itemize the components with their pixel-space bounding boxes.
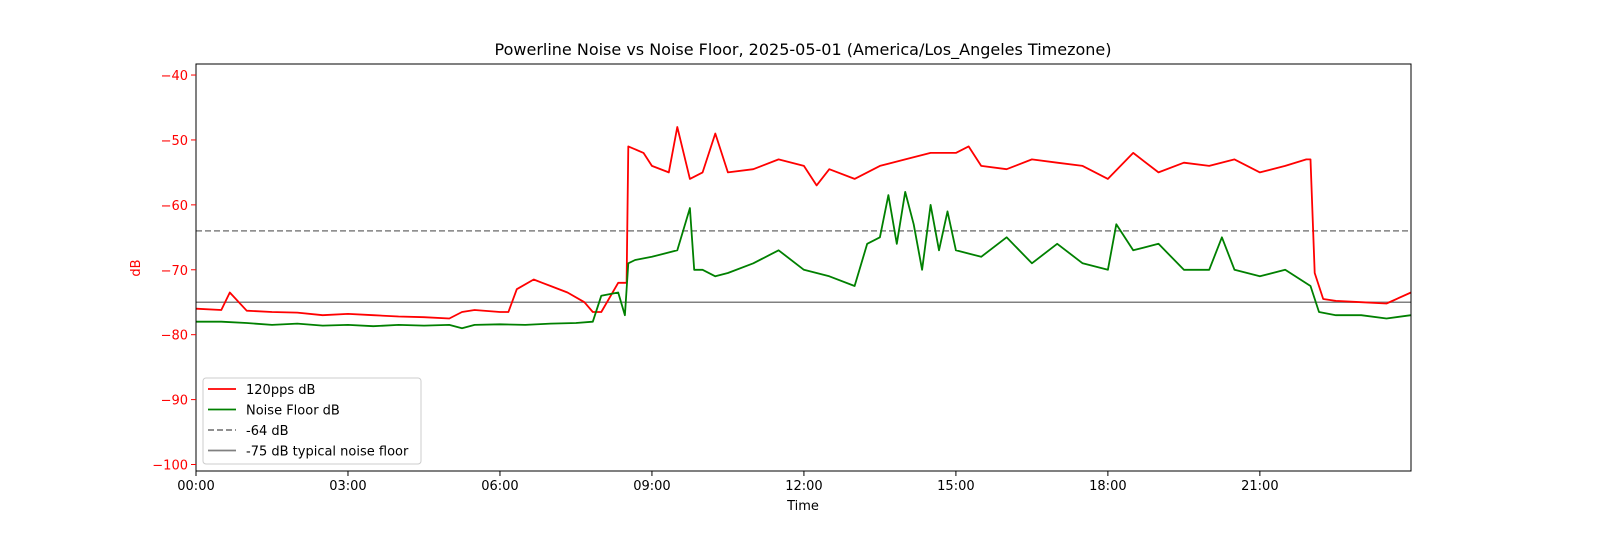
y-tick-label: −90 — [161, 394, 188, 409]
x-tick-label: 15:00 — [937, 479, 974, 494]
legend: 120pps dB Noise Floor dB -64 dB -75 dB typi… — [202, 377, 422, 465]
y-tick-label: −70 — [161, 264, 188, 279]
chart-title: Powerline Noise vs Noise Floor, 2025-05-… — [495, 40, 1112, 60]
x-axis-label: Time — [786, 499, 819, 514]
x-tick-label: 03:00 — [329, 479, 366, 494]
y-tick-label: −100 — [152, 459, 188, 474]
x-tick-label: 09:00 — [633, 479, 670, 494]
series-line-noise-floor — [196, 190, 1411, 330]
x-tick-label: 18:00 — [1089, 479, 1126, 494]
y-tick-label: −50 — [161, 134, 188, 149]
y-axis-label: dB — [129, 259, 144, 276]
legend-label: 120pps dB — [246, 383, 315, 398]
plot-area — [196, 126, 1411, 330]
legend-label: Noise Floor dB — [246, 404, 340, 419]
legend-label: -64 dB — [246, 424, 289, 439]
y-tick-label: −40 — [161, 69, 188, 84]
x-axis: 00:00 03:00 06:00 09:00 12:00 15:00 18:00 21:00 — [177, 471, 1279, 494]
legend-box — [202, 377, 422, 465]
y-tick-label: −80 — [161, 329, 188, 344]
x-tick-label: 00:00 — [177, 479, 214, 494]
legend-label: -75 dB typical noise floor — [246, 445, 409, 460]
x-tick-label: 12:00 — [785, 479, 822, 494]
x-tick-label: 06:00 — [481, 479, 518, 494]
x-tick-label: 21:00 — [1241, 479, 1278, 494]
series-line-120pps — [196, 126, 1411, 320]
y-tick-label: −60 — [161, 199, 188, 214]
y-axis: −40 −50 −60 −70 −80 −90 −100 — [152, 69, 196, 474]
